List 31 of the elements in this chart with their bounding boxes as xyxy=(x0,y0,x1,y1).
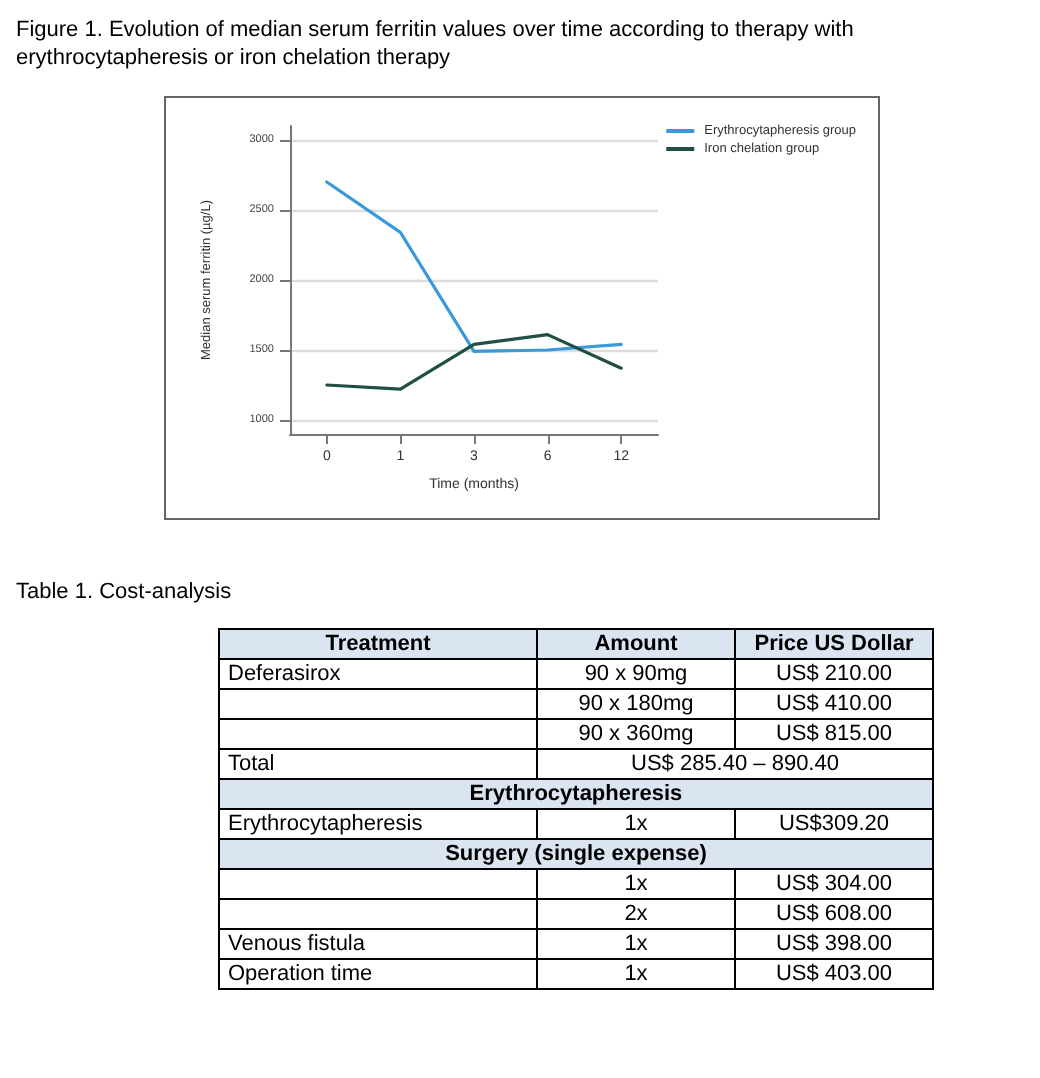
text: 1x xyxy=(624,812,648,836)
text: 90 x 360mg xyxy=(578,722,694,746)
text: 1x xyxy=(624,872,648,896)
category-label: Amount xyxy=(537,629,735,659)
text: Venous fistula xyxy=(228,932,365,956)
text: Table 1. Cost-analysis xyxy=(16,580,234,604)
line-series xyxy=(325,180,623,353)
text: 90 x 90mg xyxy=(584,662,688,686)
text: Total xyxy=(228,752,275,776)
text: Surgery (single expense) xyxy=(445,842,707,866)
text: US$ 285.40 – 890.40 xyxy=(631,752,839,776)
line-series xyxy=(325,333,623,391)
text: Erythrocytapheresis xyxy=(228,812,423,836)
chart-title: Figure 1. Evolution of median serum ferritin values over time according to therapy with erythrocytapheresis or iron chelation therapy xyxy=(16,16,856,72)
text: 1x xyxy=(624,932,648,956)
text: US$ 608.00 xyxy=(775,902,893,926)
text: US$ 410.00 xyxy=(775,692,893,716)
text: US$ 403.00 xyxy=(775,962,893,986)
category-label: Treatment xyxy=(219,629,537,659)
text: Operation time xyxy=(228,962,373,986)
text: Deferasirox xyxy=(228,662,341,686)
category-label: Price US Dollar xyxy=(735,629,933,659)
text: 2x xyxy=(624,902,648,926)
text: US$ 210.00 xyxy=(775,662,893,686)
text: Erythrocytapheresis xyxy=(469,782,683,806)
text: US$309.20 xyxy=(778,812,890,836)
text: US$ 398.00 xyxy=(775,932,893,956)
text: 1x xyxy=(624,962,648,986)
text: US$ 815.00 xyxy=(775,722,893,746)
text: 90 x 180mg xyxy=(578,692,694,716)
text: US$ 304.00 xyxy=(775,872,893,896)
